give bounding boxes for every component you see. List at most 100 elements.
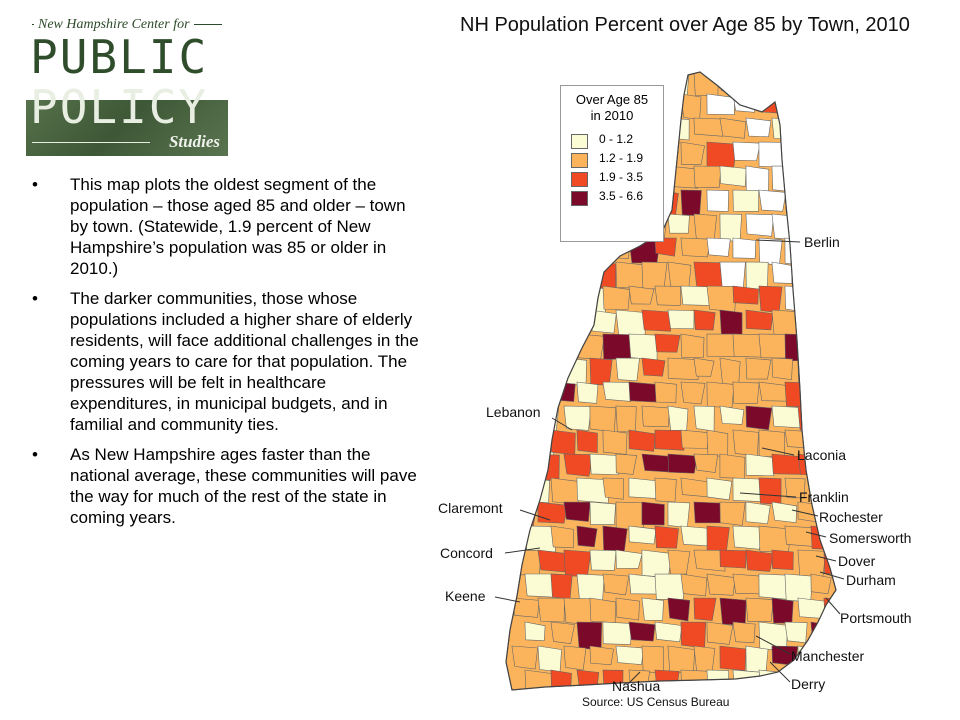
bullet-item: • As New Hampshire ages faster than the n…	[30, 444, 422, 528]
town-region	[511, 213, 541, 243]
town-region	[693, 549, 726, 572]
town-region	[680, 237, 711, 258]
leader-claremont	[519, 509, 551, 521]
town-region	[524, 285, 549, 312]
town-region	[784, 141, 812, 166]
town-region	[719, 549, 747, 569]
town-region	[797, 117, 826, 138]
logo-studies: Studies	[168, 132, 220, 151]
town-region	[732, 381, 760, 405]
town-region	[706, 525, 730, 555]
town-region	[615, 501, 646, 530]
logo-rule-bottom	[32, 142, 150, 143]
town-region	[784, 621, 808, 644]
town-region	[680, 429, 709, 449]
legend-title: Over Age 85 in 2010	[561, 92, 663, 124]
town-region	[563, 309, 587, 330]
bullet-text: As New Hampshire ages faster than the na…	[70, 445, 417, 527]
town-region	[693, 165, 722, 188]
leader-portsmouth	[825, 597, 841, 615]
town-region	[837, 430, 868, 448]
bullet-item: • This map plots the oldest segment of th…	[30, 174, 422, 279]
legend-swatch	[571, 134, 588, 149]
town-region	[745, 501, 771, 525]
town-region	[706, 237, 731, 257]
town-region	[706, 621, 734, 645]
bullet-dot: •	[32, 289, 38, 308]
town-region	[823, 309, 836, 337]
town-region	[797, 309, 828, 333]
town-region	[524, 189, 556, 215]
town-region	[589, 309, 617, 334]
town-region	[511, 261, 538, 286]
town-region	[628, 525, 657, 545]
town-region	[563, 597, 595, 625]
town-region	[667, 405, 689, 431]
town-region	[745, 261, 769, 290]
town-region	[589, 453, 620, 475]
town-region	[719, 405, 745, 425]
town-region	[537, 357, 559, 385]
town-region	[654, 429, 687, 451]
leader-manchester	[755, 635, 791, 655]
city-label-durham: Durham	[846, 572, 896, 588]
town-region	[550, 621, 575, 644]
town-region	[576, 429, 598, 453]
bullet-text: The darker communities, those whose popu…	[70, 289, 419, 434]
bullet-item: • The darker communities, those whose pop…	[30, 288, 422, 435]
town-region	[706, 669, 730, 690]
town-region	[719, 261, 746, 290]
town-region	[810, 93, 836, 119]
leader-franklin	[739, 492, 797, 498]
town-region	[680, 621, 707, 649]
town-region	[537, 213, 562, 233]
town-region	[797, 261, 831, 284]
town-region	[837, 190, 865, 214]
city-label-derry: Derry	[791, 676, 826, 692]
leader-concord	[504, 547, 541, 554]
town-region	[680, 141, 705, 165]
town-region	[537, 501, 568, 524]
town-region	[524, 669, 556, 690]
town-region	[810, 573, 832, 595]
town-region	[576, 573, 605, 602]
town-region	[680, 189, 702, 217]
legend-row: 1.9 - 3.5	[571, 170, 663, 187]
town-region	[628, 621, 656, 642]
town-region	[771, 117, 797, 140]
town-region	[667, 309, 695, 330]
town-region	[524, 93, 551, 122]
town-region	[563, 501, 591, 522]
town-region	[745, 165, 770, 192]
town-region	[615, 549, 643, 569]
town-region	[589, 405, 617, 433]
town-region	[550, 573, 573, 600]
bullet-list: • This map plots the oldest segment of th…	[30, 174, 422, 537]
town-region	[537, 117, 561, 142]
town-region	[784, 429, 816, 449]
town-region	[602, 621, 633, 645]
town-region	[667, 357, 700, 381]
town-region	[771, 597, 794, 624]
town-region	[641, 597, 664, 621]
leader-dover	[815, 555, 837, 562]
town-region	[654, 525, 679, 549]
leader-lines	[494, 239, 845, 685]
town-region	[654, 285, 681, 306]
town-region	[810, 429, 836, 449]
town-region	[589, 645, 614, 666]
town-region	[602, 285, 631, 310]
town-region	[745, 213, 774, 237]
town-region	[732, 477, 764, 503]
town-region	[641, 309, 674, 332]
town-region	[615, 645, 645, 665]
town-region	[810, 381, 834, 406]
town-region	[680, 525, 711, 547]
town-region	[511, 165, 542, 187]
city-label-franklin: Franklin	[799, 489, 849, 505]
town-region	[550, 477, 582, 505]
town-region	[641, 501, 665, 526]
town-region	[628, 333, 658, 361]
state-outline	[505, 71, 837, 691]
leader-berlin	[755, 239, 801, 243]
